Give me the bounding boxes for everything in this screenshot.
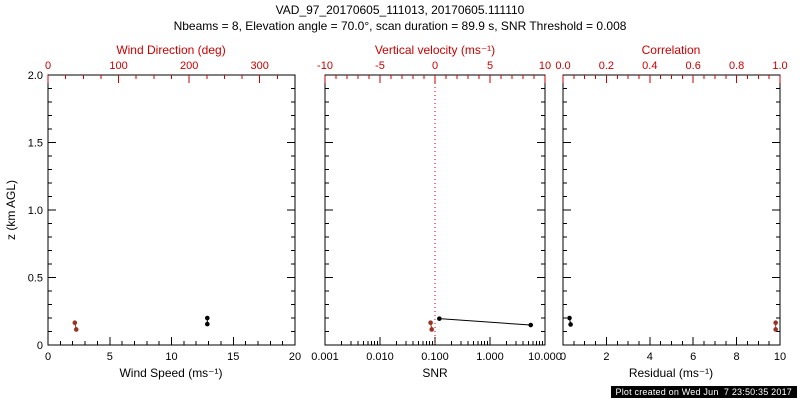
svg-text:1.0: 1.0 [772, 60, 787, 72]
top-axis-label-vertical-velocity: Vertical velocity (ms⁻¹) [374, 43, 496, 57]
svg-text:300: 300 [251, 60, 269, 72]
svg-text:0: 0 [560, 351, 566, 363]
svg-text:2.0: 2.0 [28, 70, 43, 82]
svg-text:10.000: 10.000 [528, 351, 562, 363]
svg-text:10: 10 [774, 351, 786, 363]
svg-text:0.010: 0.010 [366, 351, 394, 363]
svg-text:-10: -10 [317, 60, 333, 72]
svg-text:0.5: 0.5 [28, 273, 43, 285]
top-axis-label-wind-direction: Wind Direction (deg) [116, 43, 226, 57]
svg-text:0.6: 0.6 [686, 60, 701, 72]
svg-text:0.001: 0.001 [311, 351, 339, 363]
svg-text:0: 0 [432, 60, 438, 72]
top-axis-label-correlation: Correlation [641, 43, 701, 57]
svg-text:1.0: 1.0 [28, 205, 43, 217]
svg-text:1.000: 1.000 [476, 351, 504, 363]
svg-text:5: 5 [487, 60, 493, 72]
svg-text:1.5: 1.5 [28, 138, 43, 150]
svg-text:0: 0 [37, 340, 43, 352]
svg-text:0: 0 [45, 60, 51, 72]
svg-text:0.2: 0.2 [599, 60, 614, 72]
svg-text:100: 100 [109, 60, 127, 72]
svg-text:200: 200 [180, 60, 198, 72]
svg-text:5: 5 [107, 351, 113, 363]
svg-text:10: 10 [539, 60, 551, 72]
svg-text:2: 2 [603, 351, 609, 363]
svg-text:4: 4 [647, 351, 653, 363]
bottom-axis-label-residual: Residual (ms⁻¹) [628, 366, 714, 380]
plot-subtitle: Nbeams = 8, Elevation angle = 70.0°, sca… [173, 19, 627, 33]
plot-title: VAD_97_20170605_111013, 20170605.111110 [275, 3, 525, 17]
svg-text:6: 6 [690, 351, 696, 363]
svg-text:0.0: 0.0 [555, 60, 570, 72]
svg-text:15: 15 [227, 351, 239, 363]
bottom-axis-label-wind-speed: Wind Speed (ms⁻¹) [119, 366, 223, 380]
footer-timestamp: Plot created on Wed Jun 7 23:50:35 2017 [610, 386, 797, 398]
svg-text:0.8: 0.8 [729, 60, 744, 72]
svg-text:0.4: 0.4 [642, 60, 657, 72]
svg-text:8: 8 [734, 351, 740, 363]
svg-text:-5: -5 [375, 60, 385, 72]
svg-text:20: 20 [289, 351, 301, 363]
svg-text:10: 10 [165, 351, 177, 363]
svg-text:0.100: 0.100 [421, 351, 449, 363]
bottom-axis-label-snr: SNR [422, 366, 448, 380]
svg-text:0: 0 [45, 351, 51, 363]
